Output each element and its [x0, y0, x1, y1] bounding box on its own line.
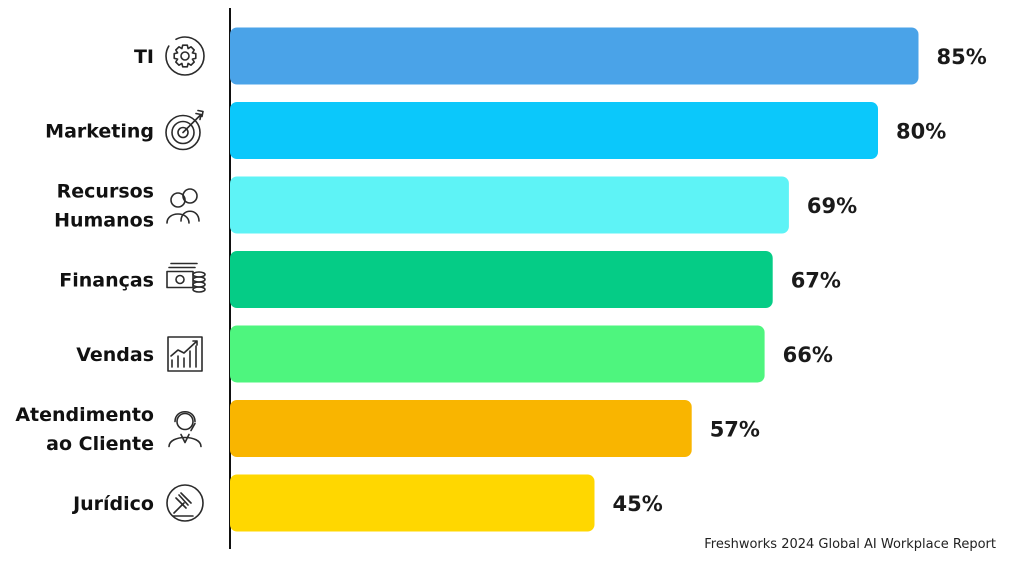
value-label: 80%	[896, 120, 946, 144]
growth-chart-icon	[167, 336, 203, 372]
value-label: 45%	[613, 492, 663, 516]
category-label: Atendimento ao Cliente	[15, 404, 154, 455]
gear-icon	[165, 36, 205, 76]
value-label: 66%	[783, 343, 833, 367]
support-agent-icon	[168, 410, 202, 448]
bar	[230, 251, 773, 308]
category-label: Marketing	[45, 121, 154, 143]
bar	[230, 325, 765, 383]
category-label: Finanças	[59, 270, 154, 292]
money-icon	[166, 262, 206, 293]
value-label: 57%	[710, 418, 760, 442]
value-label: 67%	[791, 269, 841, 293]
bar	[230, 102, 878, 159]
value-label: 69%	[807, 194, 857, 218]
gavel-icon	[166, 484, 204, 522]
bar	[230, 400, 692, 457]
value-label: 85%	[937, 45, 987, 69]
people-icon	[166, 188, 200, 224]
target-icon	[165, 109, 204, 151]
category-label: Vendas	[76, 344, 154, 366]
category-label: TI	[134, 46, 154, 68]
bar	[230, 27, 919, 85]
source-note: Freshworks 2024 Global AI Workplace Repo…	[704, 537, 996, 552]
bar	[230, 474, 595, 532]
category-label: Jurídico	[71, 493, 154, 515]
category-label: Recursos Humanos	[54, 181, 154, 232]
bar	[230, 176, 789, 234]
